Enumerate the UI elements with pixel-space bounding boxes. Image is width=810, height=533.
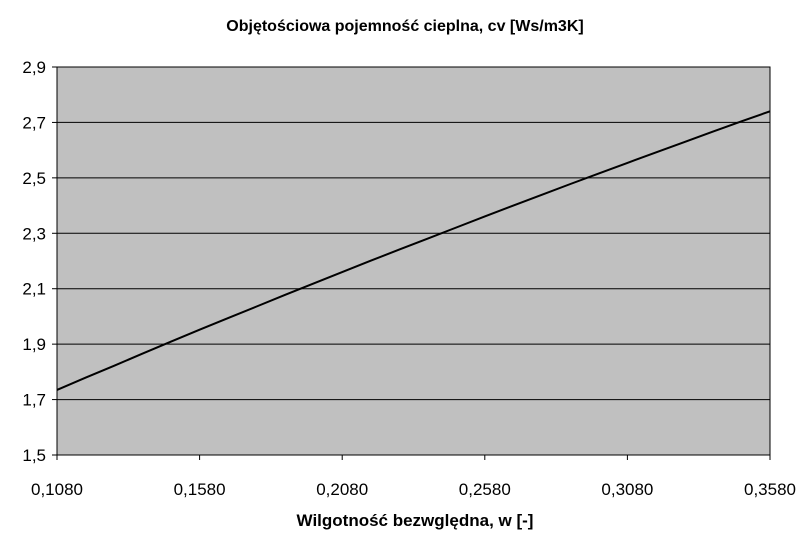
y-tick-label: 2,7 <box>22 113 46 132</box>
y-tick-label: 2,9 <box>22 58 46 77</box>
x-axis-title: Wilgotność bezwględna, w [-] <box>297 511 534 530</box>
chart-title: Objętościowa pojemność cieplna, cv [Ws/m… <box>226 18 583 35</box>
series-layer <box>56 110 771 391</box>
y-tick-label: 1,9 <box>22 335 46 354</box>
y-tick-label: 1,5 <box>22 446 46 465</box>
x-tick-label: 0,2080 <box>316 480 368 499</box>
y-tick-label: 2,1 <box>22 280 46 299</box>
x-tick-label: 0,1580 <box>174 480 226 499</box>
series-line <box>56 110 771 391</box>
x-axis-ticks: 0,1080 0,1580 0,2080 0,2580 0,3080 0,3580 <box>31 455 796 499</box>
x-tick-label: 0,2580 <box>459 480 511 499</box>
y-tick-label: 1,7 <box>22 391 46 410</box>
y-axis-ticks: 1,5 1,7 1,9 2,1 2,3 2,5 2,7 2,9 <box>22 58 57 465</box>
x-tick-label: 0,3580 <box>744 480 796 499</box>
gridlines <box>57 121 770 401</box>
plot-area <box>56 66 771 456</box>
y-tick-label: 2,5 <box>22 169 46 188</box>
x-tick-label: 0,3080 <box>601 480 653 499</box>
y-tick-label: 2,3 <box>22 224 46 243</box>
x-tick-label: 0,1080 <box>31 480 83 499</box>
